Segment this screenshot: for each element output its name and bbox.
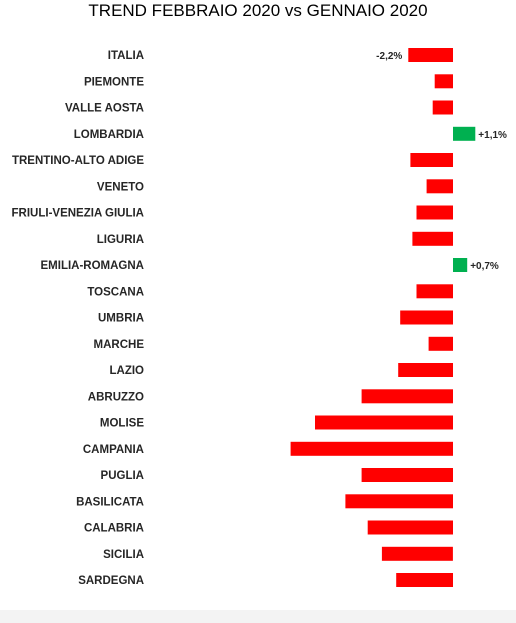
- category-label: LIGURIA: [97, 234, 144, 246]
- bar: [361, 389, 453, 404]
- category-label: TOSCANA: [87, 286, 144, 298]
- category-label: ITALIA: [108, 50, 144, 62]
- bar: [426, 179, 453, 194]
- data-label: -2,2%: [376, 51, 402, 62]
- category-label: MOLISE: [100, 418, 144, 430]
- category-label: LOMBARDIA: [74, 129, 144, 141]
- category-label: SARDEGNA: [78, 575, 144, 587]
- bar: [416, 205, 453, 220]
- bar: [396, 573, 453, 587]
- bar: [412, 231, 453, 246]
- chart-title: TREND FEBBRAIO 2020 vs GENNAIO 2020: [88, 1, 427, 20]
- category-label: EMILIA-ROMAGNA: [41, 260, 145, 272]
- data-label: +1,1%: [478, 130, 507, 141]
- bar: [367, 520, 453, 535]
- category-label: CAMPANIA: [83, 444, 144, 456]
- bars: [290, 48, 476, 587]
- bar: [381, 546, 453, 561]
- bar: [432, 100, 453, 115]
- bar: [361, 468, 453, 482]
- category-label: LAZIO: [110, 365, 145, 377]
- bar: [400, 310, 453, 325]
- category-label: MARCHE: [94, 339, 145, 351]
- category-label: VALLE AOSTA: [65, 103, 144, 115]
- category-label: CALABRIA: [84, 523, 144, 535]
- category-label: BASILICATA: [76, 496, 144, 508]
- bar: [290, 441, 453, 456]
- bar: [345, 494, 453, 509]
- data-label: +0,7%: [470, 261, 499, 272]
- bar: [315, 415, 453, 430]
- category-label: ABRUZZO: [88, 391, 144, 403]
- category-label: VENETO: [97, 181, 144, 193]
- category-label: FRIULI-VENEZIA GIULIA: [12, 208, 144, 220]
- footer-strip: [0, 610, 516, 623]
- category-label: PUGLIA: [101, 470, 144, 482]
- category-label: PIEMONTE: [84, 76, 144, 88]
- bar: [434, 74, 453, 89]
- bar: [410, 153, 453, 167]
- bar: [428, 336, 453, 351]
- bar: [453, 126, 476, 141]
- category-labels: ITALIA PIEMONTE VALLE AOSTA LOMBARDIA TRENTI…: [12, 50, 145, 587]
- category-label: TRENTINO-ALTO ADIGE: [12, 155, 144, 167]
- bar: [398, 363, 453, 377]
- category-label: UMBRIA: [98, 313, 144, 325]
- category-label: SICILIA: [103, 549, 144, 561]
- bar-chart: TREND FEBBRAIO 2020 vs GENNAIO 2020 ITAL…: [11, 1, 508, 587]
- bar: [453, 258, 468, 272]
- bar: [408, 48, 453, 62]
- data-labels: -2,2% +1,1% +0,7%: [376, 51, 507, 272]
- bar: [416, 284, 453, 299]
